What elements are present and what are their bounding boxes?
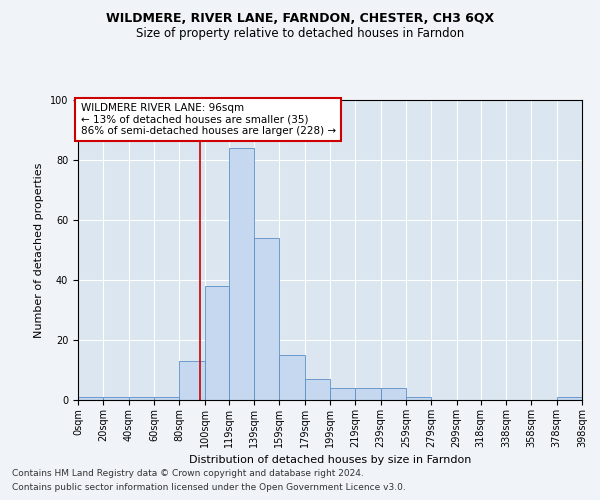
Bar [330,388,355,400]
Bar [380,388,406,400]
Bar [205,286,229,400]
Bar [305,379,330,400]
Bar [406,397,431,400]
Text: Contains HM Land Registry data © Crown copyright and database right 2024.: Contains HM Land Registry data © Crown c… [12,468,364,477]
Bar [229,148,254,400]
Text: WILDMERE RIVER LANE: 96sqm
← 13% of detached houses are smaller (35)
86% of semi: WILDMERE RIVER LANE: 96sqm ← 13% of deta… [80,103,335,136]
Bar [128,397,154,400]
Bar [355,388,380,400]
X-axis label: Distribution of detached houses by size in Farndon: Distribution of detached houses by size … [189,456,471,466]
Y-axis label: Number of detached properties: Number of detached properties [34,162,44,338]
Text: Size of property relative to detached houses in Farndon: Size of property relative to detached ho… [136,28,464,40]
Bar [179,361,205,400]
Text: Contains public sector information licensed under the Open Government Licence v3: Contains public sector information licen… [12,484,406,492]
Bar [254,238,280,400]
Bar [78,397,103,400]
Bar [280,355,305,400]
Bar [103,397,128,400]
Bar [154,397,179,400]
Text: WILDMERE, RIVER LANE, FARNDON, CHESTER, CH3 6QX: WILDMERE, RIVER LANE, FARNDON, CHESTER, … [106,12,494,26]
Bar [557,397,582,400]
